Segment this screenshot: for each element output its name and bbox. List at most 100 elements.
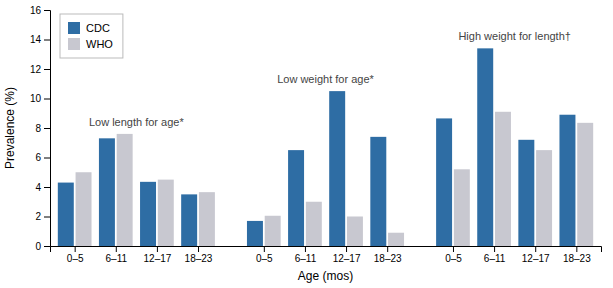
y-axis-title: Prevalence (%) [3,87,17,169]
x-tick: 6–11 [295,246,317,264]
x-tick: 12–17 [333,246,361,264]
bar [265,216,281,246]
x-tick-label: 0–5 [256,253,273,264]
y-tick-mark [44,99,50,100]
group-annotation: Low length for age* [89,116,185,128]
bar [477,48,493,246]
x-tick-mark [535,246,536,252]
x-tick-mark [264,246,265,252]
x-tick: 12–17 [522,246,550,264]
legend: CDC WHO [60,14,123,58]
bar [329,91,345,246]
bar [577,123,593,246]
x-tick-label: 18–23 [374,253,402,264]
bar [536,150,552,246]
bars [58,48,593,246]
bar [99,138,115,246]
legend-swatch [68,38,80,50]
x-tick-label: 0–5 [445,253,462,264]
bar [117,134,133,246]
bar [140,182,156,246]
x-axis-title: Age (mos) [298,269,353,283]
x-tick-mark [387,246,388,252]
x-tick-mark [305,246,306,252]
plot: 0–5 6–11 12–17 18–23 0–5 6–11 12–17 18–23 0–5 6–1… [30,5,602,264]
y-axis: 0 2 4 6 8 10 12 14 16 [30,5,51,252]
y-tick: 4 [35,182,50,193]
x-tick: 18–23 [185,246,213,264]
x-tick-mark [157,246,158,252]
y-tick-label: 10 [30,93,42,104]
y-tick-label: 12 [30,64,42,75]
legend-frame [60,14,123,58]
y-tick-mark [44,187,50,188]
bar [306,202,322,246]
legend-label: CDC [86,22,110,34]
y-tick-mark [44,128,50,129]
chart: 0–5 6–11 12–17 18–23 0–5 6–11 12–17 18–23 0–5 6–1… [0,0,613,288]
x-tick: 6–11 [106,246,128,264]
y-tick: 0 [35,241,50,252]
y-tick-label: 4 [35,182,41,193]
x-tick: 0–5 [256,246,273,264]
x-tick-mark [494,246,495,252]
x-tick-label: 6–11 [295,253,317,264]
legend-swatch [68,22,80,34]
x-tick: 12–17 [144,246,172,264]
y-tick: 16 [30,5,50,16]
bar [199,192,215,246]
x-tick-mark [198,246,199,252]
y-tick: 6 [35,152,50,163]
x-axis-line [51,247,602,253]
y-tick: 8 [35,123,50,134]
bar [76,172,92,246]
y-tick-label: 16 [30,5,42,16]
bar [518,140,534,246]
bar [559,115,575,246]
x-tick-mark [75,246,76,252]
x-tick: 0–5 [445,246,462,264]
x-tick: 6–11 [484,246,506,264]
bar [370,137,386,246]
x-tick: 18–23 [374,246,402,264]
x-tick-label: 18–23 [185,253,213,264]
bar [247,221,263,246]
y-tick-mark [44,246,50,247]
x-tick-mark [453,246,454,252]
bar [288,150,304,246]
y-tick: 2 [35,211,50,222]
bar [388,233,404,246]
y-axis-line [44,11,51,247]
x-tick-mark [346,246,347,252]
x-tick-label: 12–17 [333,253,361,264]
bar [347,217,363,247]
y-tick-label: 14 [30,34,42,45]
x-tick: 18–23 [563,246,591,264]
bar [181,194,197,246]
x-tick-mark [116,246,117,252]
y-tick-label: 6 [35,152,41,163]
bar [454,169,470,246]
x-tick-label: 6–11 [484,253,506,264]
group-annotation: High weight for length† [458,30,571,42]
legend-item: CDC [68,22,110,34]
y-tick: 12 [30,64,50,75]
x-tick-label: 0–5 [67,253,84,264]
y-tick-mark [44,158,50,159]
group-annotation: Low weight for age* [277,73,374,85]
x-tick-label: 12–17 [522,253,550,264]
y-tick: 10 [30,93,50,104]
bar [436,118,452,246]
y-tick-label: 0 [35,241,41,252]
bar [58,183,74,246]
bar [495,112,511,246]
x-tick-mark [576,246,577,252]
bar [158,180,174,246]
y-tick-label: 2 [35,211,41,222]
annotations: Low length for age* Low weight for age* Hi… [89,30,571,128]
y-tick-mark [44,40,50,41]
y-tick-mark [44,217,50,218]
x-tick: 0–5 [67,246,84,264]
legend-item: WHO [68,38,113,50]
x-axis: 0–5 6–11 12–17 18–23 0–5 6–11 12–17 18–23 0–5 6–1… [51,246,602,264]
